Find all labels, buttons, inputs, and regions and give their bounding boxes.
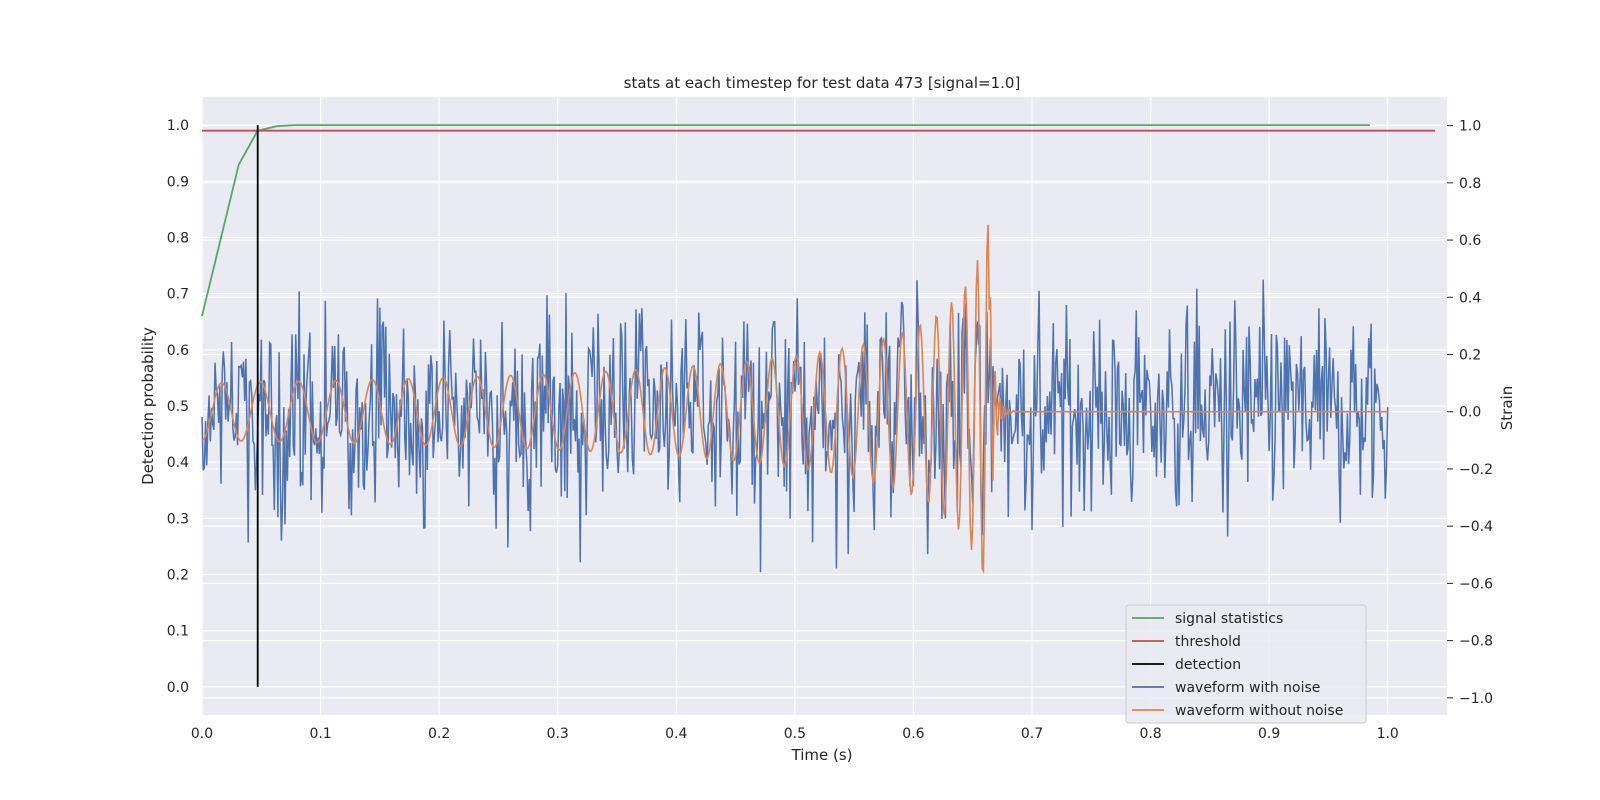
right-axis-ticks: −1.0 −0.8 −0.6 −0.4 −0.2 0.0 0.2 0.4 0.6 0.8 1.0	[1447, 119, 1493, 707]
x-tick-label: 0.9	[1258, 726, 1280, 742]
y-tick-label: 0.4	[167, 455, 189, 471]
legend: signal statistics threshold detection wa…	[1125, 604, 1367, 724]
legend-label-waveform-without-noise: waveform without noise	[1175, 703, 1343, 719]
x-tick-label: 1.0	[1377, 726, 1399, 742]
y-tick-label: 1.0	[167, 118, 189, 134]
x-tick-label: 0.2	[428, 726, 450, 742]
x-tick-label: 0.7	[1021, 726, 1043, 742]
series-signal-statistics	[201, 124, 1370, 317]
series-layer	[201, 124, 1436, 687]
legend-label-waveform-with-noise: waveform with noise	[1175, 680, 1320, 696]
right-tick-label: −0.2	[1459, 462, 1493, 478]
chart-title: stats at each timestep for test data 473…	[624, 74, 1021, 92]
right-tick-label: 0.0	[1459, 405, 1481, 421]
x-tick-label: 0.1	[309, 726, 331, 742]
y-tick-label: 0.9	[167, 174, 189, 190]
x-axis-ticks: 0.0 0.1 0.2 0.3 0.4 0.5 0.6 0.7 0.8 0.9 1.0	[191, 726, 1399, 742]
right-tick-label: −0.8	[1459, 634, 1493, 650]
y-tick-label: 0.6	[167, 343, 189, 359]
legend-label-threshold: threshold	[1175, 634, 1241, 650]
right-tick-label: −0.6	[1459, 576, 1493, 592]
legend-box	[1125, 604, 1367, 724]
y-tick-label: 0.7	[167, 287, 189, 303]
y-tick-label: 0.0	[167, 680, 189, 696]
series-waveform-with-noise	[201, 279, 1389, 573]
right-tick-label: 0.8	[1459, 176, 1481, 192]
right-tick-label: −0.4	[1459, 519, 1493, 535]
x-tick-label: 0.3	[547, 726, 569, 742]
x-tick-label: 0.8	[1139, 726, 1161, 742]
y-tick-label: 0.1	[167, 624, 189, 640]
legend-label-signal-statistics: signal statistics	[1175, 611, 1283, 627]
y-tick-label: 0.2	[167, 568, 189, 584]
x-tick-label: 0.5	[784, 726, 806, 742]
right-tick-label: 0.6	[1459, 233, 1481, 249]
right-axis-label: Strain	[1498, 386, 1516, 430]
right-tick-label: 0.2	[1459, 348, 1481, 364]
y-tick-label: 0.5	[167, 399, 189, 415]
x-tick-label: 0.6	[902, 726, 924, 742]
x-tick-label: 0.0	[191, 726, 213, 742]
right-tick-label: 0.4	[1459, 290, 1481, 306]
legend-label-detection: detection	[1175, 657, 1241, 673]
y-tick-label: 0.3	[167, 511, 189, 527]
right-tick-label: 1.0	[1459, 119, 1481, 135]
y-axis-ticks: 0.0 0.1 0.2 0.3 0.4 0.5 0.6 0.7 0.8 0.9 1.0	[167, 118, 189, 696]
right-tick-label: −1.0	[1459, 691, 1493, 707]
y-tick-label: 0.8	[167, 230, 189, 246]
y-axis-label: Detection probability	[139, 327, 157, 485]
x-tick-label: 0.4	[665, 726, 687, 742]
series-waveform-without-noise	[201, 224, 1388, 574]
x-axis-label: Time (s)	[791, 746, 853, 764]
